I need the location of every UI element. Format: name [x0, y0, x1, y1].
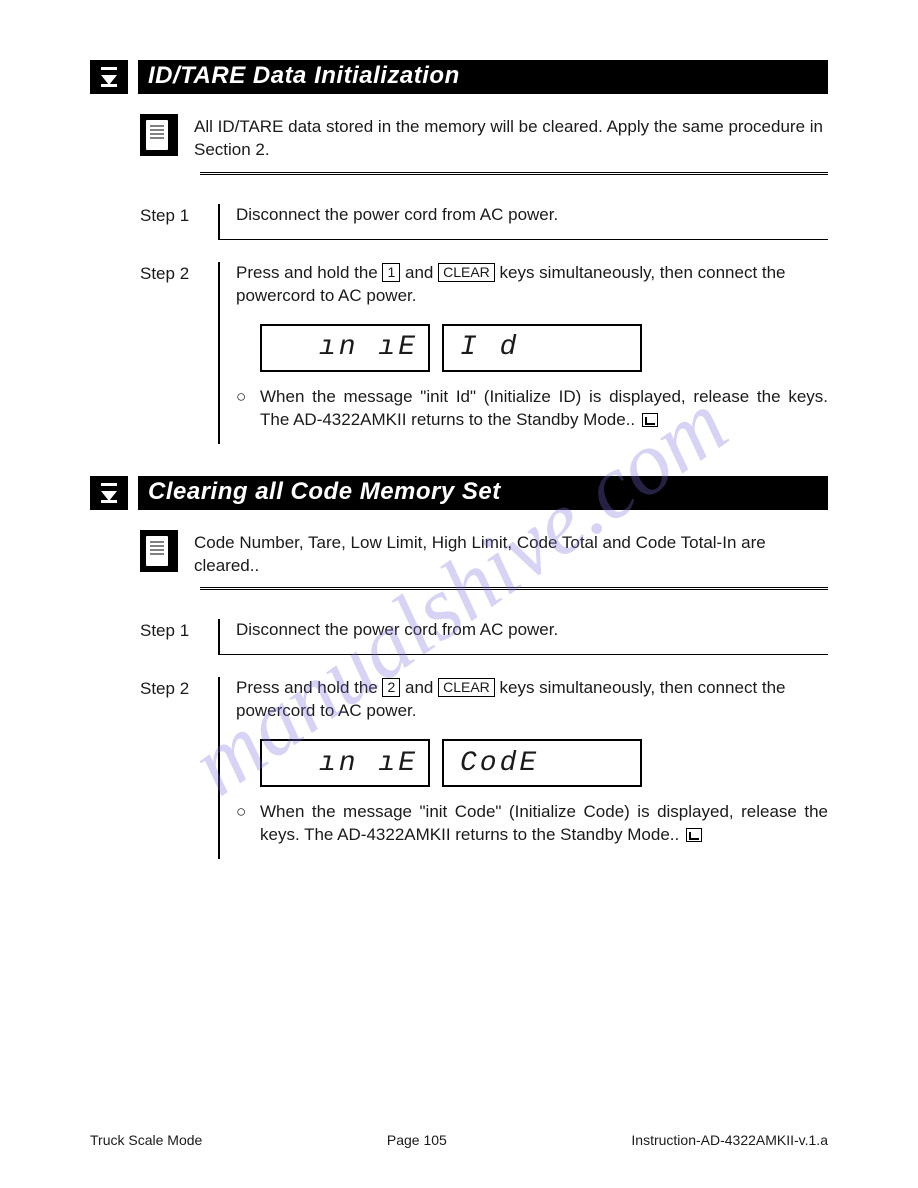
lcd-right: I d	[442, 324, 642, 372]
footer-right: Instruction-AD-4322AMKII-v.1.a	[631, 1132, 828, 1148]
lcd-right: CodE	[442, 739, 642, 787]
footer-left: Truck Scale Mode	[90, 1132, 202, 1148]
section1-intro: All ID/TARE data stored in the memory wi…	[194, 114, 828, 162]
section1-step1: Step 1 Disconnect the power cord from AC…	[90, 204, 828, 240]
section2-intro-row: Code Number, Tare, Low Limit, High Limit…	[90, 530, 828, 578]
section2-title: Clearing all Code Memory Set	[138, 476, 828, 510]
step-text: Press and hold the 2 and CLEAR keys simu…	[236, 677, 828, 723]
text-seg: and	[400, 678, 438, 697]
section1-step2: Step 2 Press and hold the 1 and CLEAR ke…	[90, 262, 828, 444]
keycap-2: 2	[382, 678, 400, 697]
divider	[200, 587, 828, 591]
step-label: Step 2	[140, 677, 218, 859]
text-seg: Press and hold the	[236, 678, 382, 697]
step-note: ○ When the message "init Id" (Initialize…	[236, 386, 828, 432]
note-icon	[140, 114, 178, 156]
section2-intro: Code Number, Tare, Low Limit, High Limit…	[194, 530, 828, 578]
bullet-icon: ○	[236, 801, 250, 847]
step-label: Step 2	[140, 262, 218, 444]
lcd-left: ın ıE	[260, 739, 430, 787]
step-text: Disconnect the power cord from AC power.	[236, 204, 828, 227]
end-icon	[686, 828, 702, 842]
end-icon	[642, 413, 658, 427]
section2-step2: Step 2 Press and hold the 2 and CLEAR ke…	[90, 677, 828, 859]
lcd-left: ın ıE	[260, 324, 430, 372]
section2-step1: Step 1 Disconnect the power cord from AC…	[90, 619, 828, 655]
section1-intro-row: All ID/TARE data stored in the memory wi…	[90, 114, 828, 162]
step-text: Disconnect the power cord from AC power.	[236, 619, 828, 642]
step-label: Step 1	[140, 204, 218, 240]
section2-header: Clearing all Code Memory Set	[90, 476, 828, 510]
note-icon	[140, 530, 178, 572]
step-note: ○ When the message "init Code" (Initiali…	[236, 801, 828, 847]
divider	[200, 172, 828, 176]
step-label: Step 1	[140, 619, 218, 655]
keycap-1: 1	[382, 263, 400, 282]
keycap-clear: CLEAR	[438, 263, 495, 282]
section1-title: ID/TARE Data Initialization	[138, 60, 828, 94]
footer-center: Page 105	[387, 1132, 447, 1148]
note-text: When the message "init Code" (Initialize…	[260, 802, 828, 844]
keycap-clear: CLEAR	[438, 678, 495, 697]
text-seg: Press and hold the	[236, 263, 382, 282]
section-icon	[90, 476, 128, 510]
section-icon	[90, 60, 128, 94]
footer: Truck Scale Mode Page 105 Instruction-AD…	[90, 1132, 828, 1148]
lcd-display-row: ın ıE I d	[260, 324, 828, 372]
text-seg: and	[400, 263, 438, 282]
lcd-display-row: ın ıE CodE	[260, 739, 828, 787]
section1-header: ID/TARE Data Initialization	[90, 60, 828, 94]
note-text: When the message "init Id" (Initialize I…	[260, 387, 828, 429]
bullet-icon: ○	[236, 386, 250, 432]
step-text: Press and hold the 1 and CLEAR keys simu…	[236, 262, 828, 308]
